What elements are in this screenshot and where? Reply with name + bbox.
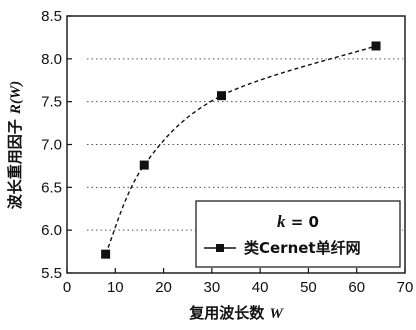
x-tick-label: 0 xyxy=(63,279,71,296)
legend-marker-sample xyxy=(216,244,224,252)
y-axis-title: 波长重用因子 R(W) xyxy=(6,81,24,210)
x-axis-title: 复用波长数 W xyxy=(188,304,284,322)
x-tick-label: 60 xyxy=(348,279,365,296)
data-point-w16 xyxy=(140,161,149,170)
legend: k = 0 类Cernet单纤网 xyxy=(196,201,400,267)
x-tick-label: 70 xyxy=(397,279,414,296)
x-tick-label: 20 xyxy=(155,279,172,296)
data-point-w8 xyxy=(101,250,110,259)
data-point-w64 xyxy=(372,41,381,50)
y-tick-label: 8.0 xyxy=(41,51,62,68)
y-tick-label: 8.5 xyxy=(41,8,62,25)
legend-header: k = 0 xyxy=(277,212,319,231)
y-tick-label: 6.5 xyxy=(41,179,62,196)
y-tick-label: 7.5 xyxy=(41,94,62,111)
y-tick-label: 6.0 xyxy=(41,222,62,239)
legend-series-label: 类Cernet单纤网 xyxy=(244,239,361,257)
data-point-w32 xyxy=(217,91,226,100)
y-tick-label: 5.5 xyxy=(41,265,62,282)
x-tick-label: 30 xyxy=(204,279,221,296)
x-tick-label: 40 xyxy=(252,279,269,296)
legend-box xyxy=(196,201,400,267)
x-tick-label: 50 xyxy=(300,279,317,296)
x-tick-label: 10 xyxy=(107,279,124,296)
y-tick-label: 7.0 xyxy=(41,137,62,154)
